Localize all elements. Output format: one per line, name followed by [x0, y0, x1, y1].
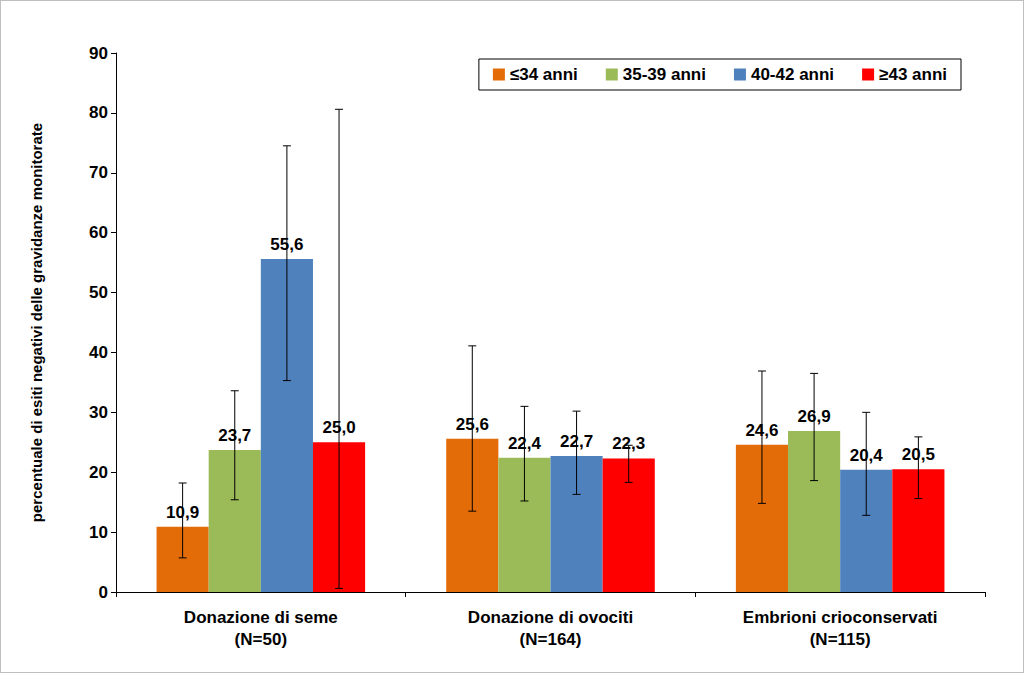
svg-text:30: 30 [89, 403, 108, 422]
svg-text:50: 50 [89, 283, 108, 302]
svg-text:40: 40 [89, 343, 108, 362]
svg-text:≥43 anni: ≥43 anni [879, 65, 947, 84]
svg-text:Embrioni crioconservati: Embrioni crioconservati [743, 608, 938, 627]
svg-text:26,9: 26,9 [797, 406, 831, 426]
svg-text:10,9: 10,9 [166, 502, 200, 522]
svg-text:0: 0 [99, 583, 108, 602]
svg-text:60: 60 [89, 223, 108, 242]
svg-text:80: 80 [89, 103, 108, 122]
svg-text:22,7: 22,7 [560, 432, 594, 452]
svg-text:55,6: 55,6 [270, 235, 304, 254]
svg-text:(N=50): (N=50) [235, 630, 287, 649]
svg-text:90: 90 [89, 44, 108, 63]
svg-text:22,3: 22,3 [612, 434, 646, 454]
svg-text:22,4: 22,4 [507, 433, 541, 453]
svg-text:25,6: 25,6 [455, 414, 489, 434]
svg-text:(N=164): (N=164) [520, 630, 582, 649]
svg-text:40-42 anni: 40-42 anni [751, 65, 834, 84]
svg-text:24,6: 24,6 [745, 420, 779, 440]
svg-text:(N=115): (N=115) [810, 630, 871, 649]
svg-text:35-39 anni: 35-39 anni [623, 65, 706, 84]
svg-text:Donazione di seme: Donazione di seme [184, 608, 338, 627]
svg-text:Donazione di ovociti: Donazione di ovociti [468, 608, 633, 627]
svg-text:23,7: 23,7 [218, 426, 252, 446]
svg-text:20: 20 [89, 463, 108, 482]
svg-text:25,0: 25,0 [322, 418, 356, 438]
svg-text:percentuale di esiti negativi: percentuale di esiti negativi delle grav… [28, 123, 45, 522]
svg-text:70: 70 [89, 163, 108, 182]
svg-text:≤34 anni: ≤34 anni [510, 65, 578, 84]
svg-text:20,5: 20,5 [901, 445, 935, 465]
svg-text:20,4: 20,4 [849, 445, 883, 465]
svg-text:10: 10 [89, 523, 108, 542]
